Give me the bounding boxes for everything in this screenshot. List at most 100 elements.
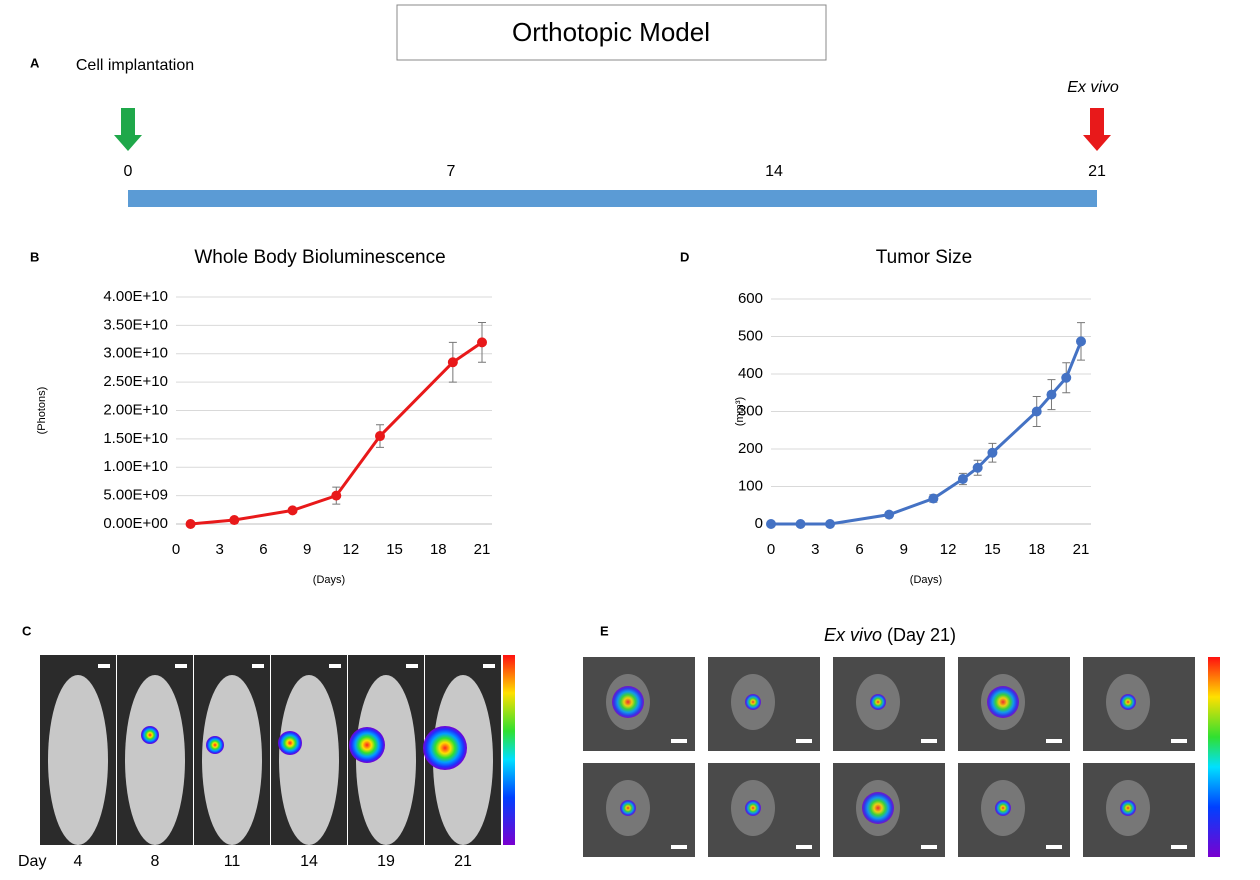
scale-bar [1046, 845, 1062, 849]
scale-bar [1171, 845, 1187, 849]
point [1061, 372, 1072, 383]
signal [278, 731, 302, 755]
panel-letter: A [30, 55, 40, 70]
y-tick-label: 1.00E+10 [103, 458, 168, 475]
signal [141, 726, 159, 744]
signal [206, 736, 224, 754]
y-tick-label: 2.00E+10 [103, 401, 168, 418]
scale-bar [1171, 739, 1187, 743]
day-value: 21 [454, 853, 472, 870]
green-arrow [114, 108, 142, 151]
y-tick-label: 1.50E+10 [103, 430, 168, 447]
y-axis-label: (Photons) [36, 387, 48, 435]
panel-letter: D [680, 249, 689, 264]
x-tick-label: 9 [303, 541, 311, 558]
signal [745, 800, 761, 816]
day-value: 4 [74, 853, 83, 870]
panel-letter: B [30, 249, 39, 264]
ex-vivo-images [583, 657, 1195, 857]
point [1046, 389, 1057, 400]
x-tick-label: 15 [386, 541, 403, 558]
mouse-images: 4 8 11 14 19 21 [40, 655, 501, 870]
charts: B Whole Body Bioluminescence (Days) (Photon… [30, 247, 1091, 586]
figure-title: Orthotopic Model [512, 17, 710, 47]
signal [612, 686, 644, 718]
point [477, 337, 487, 348]
signal [745, 694, 761, 710]
timeline-ticks: 0 7 14 21 [124, 163, 1106, 180]
point [287, 505, 298, 516]
signal [862, 792, 894, 824]
end-label: Ex vivo [1067, 79, 1119, 96]
scale-bar [796, 739, 812, 743]
scale-bar [175, 664, 187, 668]
point [229, 515, 240, 526]
x-tick-label: 18 [1028, 541, 1045, 558]
day-value: 11 [224, 853, 241, 870]
x-tick-label: 3 [811, 541, 819, 558]
y-tick-label: 300 [738, 402, 763, 419]
signal [1120, 694, 1136, 710]
timeline-tick: 0 [124, 163, 133, 180]
y-tick-label: 100 [738, 477, 763, 494]
point [825, 519, 836, 529]
y-tick-label: 0.00E+00 [103, 515, 168, 532]
signal [1120, 800, 1136, 816]
scale-bar [796, 845, 812, 849]
y-tick-label: 4.00E+10 [103, 288, 168, 305]
x-tick-label: 0 [767, 541, 775, 558]
title-rest: (Day 21) [887, 625, 956, 645]
signal [349, 727, 385, 763]
signal [620, 800, 636, 816]
y-tick-label: 600 [738, 290, 763, 307]
point [766, 519, 776, 529]
scale-bar [1046, 739, 1062, 743]
y-tick-label: 3.00E+10 [103, 345, 168, 362]
timeline-bar [128, 190, 1097, 207]
x-tick-label: 21 [474, 541, 491, 558]
scale-bar [921, 739, 937, 743]
y-tick-label: 3.50E+10 [103, 316, 168, 333]
signal [423, 726, 467, 770]
day-label: Day [18, 853, 46, 870]
mouse-body [279, 675, 339, 845]
scale-bar [406, 664, 418, 668]
y-tick-label: 2.50E+10 [103, 373, 168, 390]
signal [987, 686, 1019, 718]
title-box [396, 4, 827, 61]
scale-bar [921, 845, 937, 849]
x-tick-label: 6 [855, 541, 863, 558]
ex-vivo-title: Ex vivo (Day 21) [824, 625, 956, 645]
point [928, 493, 939, 504]
line [771, 340, 1083, 526]
scale-bar [252, 664, 264, 668]
panel-letter: E [600, 623, 609, 638]
chart-title: Whole Body Bioluminescence [194, 247, 445, 268]
x-tick-label: 12 [343, 541, 360, 558]
mouse-body [125, 675, 185, 845]
scale-bar [483, 664, 495, 668]
y-axis-label: (mm³) [734, 397, 746, 426]
panel-letter: C [22, 623, 32, 638]
title-italic: Ex vivo [824, 625, 882, 645]
y-tick-label: 0 [755, 515, 763, 532]
point [331, 490, 342, 501]
signal [995, 800, 1011, 816]
y-tick-label: 400 [738, 365, 763, 382]
point [972, 462, 983, 473]
timeline-tick: 21 [1088, 163, 1106, 180]
red-arrow [1083, 108, 1111, 151]
day-value: 19 [377, 853, 395, 870]
point [447, 357, 458, 368]
point [957, 474, 968, 484]
x-axis-label: (Days) [910, 574, 942, 586]
x-tick-label: 15 [984, 541, 1001, 558]
y-tick-label: 200 [738, 440, 763, 457]
x-tick-label: 3 [216, 541, 224, 558]
start-label: Cell implantation [76, 57, 194, 74]
day-value: 8 [151, 853, 160, 870]
colorbar [503, 655, 515, 845]
scale-bar [671, 739, 687, 743]
point [1076, 336, 1086, 347]
